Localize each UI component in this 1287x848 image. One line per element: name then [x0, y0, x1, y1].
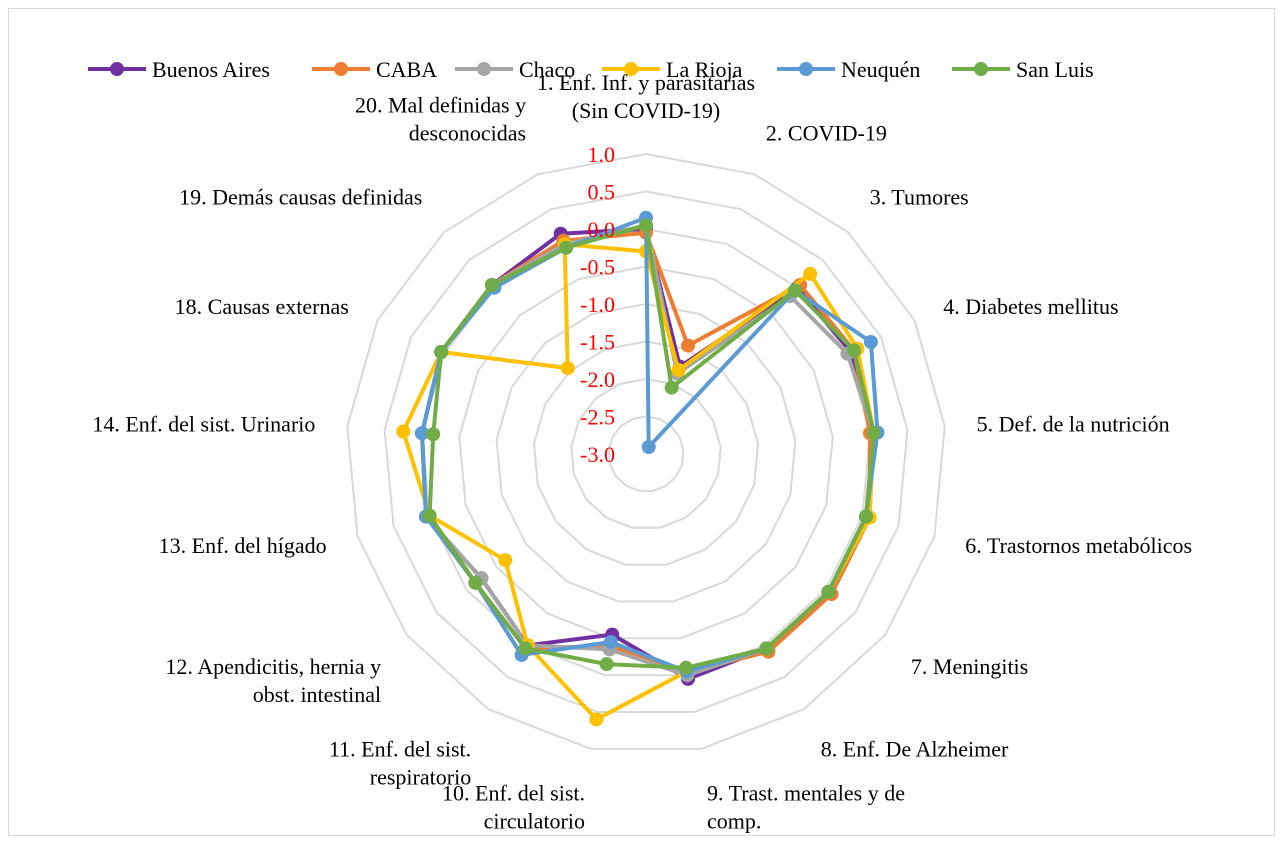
data-point	[434, 345, 449, 359]
category-label: 12. Apendicitis, hernia y obst. intestina…	[165, 654, 381, 707]
chart-frame	[8, 8, 1275, 836]
series-san-luis	[422, 218, 881, 675]
series-line	[401, 242, 876, 722]
tick-label: 0.5	[588, 180, 616, 205]
legend: Buenos Aires CABA Chaco La Rioja Neuquén San …	[88, 57, 1094, 82]
data-point	[788, 283, 803, 298]
category-label: 11. Enf. del sist. respiratorio	[329, 736, 471, 789]
series-layer	[396, 210, 885, 727]
data-point	[426, 427, 441, 442]
grid-ring	[607, 415, 685, 492]
legend-label: Neuquén	[841, 57, 920, 82]
data-point	[589, 712, 604, 727]
legend-marker	[974, 62, 988, 76]
legend-label: La Rioja	[666, 57, 743, 82]
data-point	[559, 240, 574, 255]
tick-labels: 1.0 0.5 0.0 -0.5 -1.0 -1.5 -2.0 -2.5 -3.0	[580, 142, 615, 467]
radar-grid	[346, 152, 946, 750]
legend-label: CABA	[376, 57, 437, 82]
data-point	[859, 509, 873, 524]
legend-marker	[799, 62, 813, 76]
category-label: 2. COVID-19	[766, 120, 887, 145]
category-label: 6. Trastornos metabólicos	[965, 533, 1192, 558]
data-point	[679, 660, 693, 675]
data-point	[603, 635, 618, 649]
legend-marker	[110, 62, 124, 76]
category-label: 10. Enf. del sist. circulatorio	[442, 780, 585, 833]
legend-item: La Rioja	[602, 57, 743, 82]
category-labels: 1. Enf. Inf. y parasitarias (Sin COVID-19…	[92, 70, 1192, 833]
legend-marker	[334, 62, 348, 76]
tick-label: 1.0	[588, 142, 616, 167]
tick-label: 0.0	[588, 217, 616, 242]
category-label: 14. Enf. del sist. Urinario	[92, 411, 315, 436]
category-label: 5. Def. de la nutrición	[977, 411, 1170, 436]
legend-label: Chaco	[519, 57, 575, 82]
data-point	[664, 380, 679, 395]
category-label: 18. Causas externas	[175, 294, 349, 319]
data-point	[396, 424, 411, 439]
legend-item: CABA	[312, 57, 437, 82]
tick-label: -2.0	[580, 367, 615, 392]
tick-label: -3.0	[580, 442, 615, 467]
data-point	[639, 218, 653, 233]
grid-ring	[570, 377, 722, 529]
data-point	[468, 575, 483, 590]
grid-ring	[458, 265, 834, 640]
data-point	[484, 278, 499, 292]
legend-marker	[477, 62, 491, 76]
grid-ring	[495, 302, 797, 603]
data-point	[422, 508, 437, 523]
data-point	[560, 361, 575, 376]
data-point	[681, 338, 695, 353]
data-point	[498, 553, 513, 568]
category-label: 3. Tumores	[870, 185, 969, 210]
data-point	[641, 440, 656, 454]
data-point	[759, 641, 774, 656]
legend-item: Neuquén	[777, 57, 920, 82]
category-label: 4. Diabetes mellitus	[943, 294, 1118, 319]
tick-label: -1.5	[580, 330, 615, 355]
category-label: 1. Enf. Inf. y parasitarias (Sin COVID-19…	[537, 70, 755, 123]
legend-label: San Luis	[1016, 57, 1094, 82]
category-label: 20. Mal definidas y desconocidas	[355, 92, 526, 145]
category-label: 7. Meningitis	[911, 654, 1028, 679]
data-point	[847, 343, 862, 358]
data-point	[518, 641, 533, 656]
tick-label: -2.5	[580, 405, 615, 430]
series-line	[427, 223, 876, 670]
category-label: 8. Enf. De Alzheimer	[821, 736, 1009, 761]
data-point	[803, 266, 818, 281]
data-point	[415, 426, 429, 441]
data-point	[671, 363, 686, 378]
tick-label: -0.5	[580, 255, 615, 280]
legend-marker	[624, 62, 638, 76]
category-label: 19. Demás causas definidas	[179, 185, 422, 210]
data-point	[599, 657, 614, 672]
data-point	[863, 335, 878, 349]
category-label: 13. Enf. del hígado	[159, 533, 327, 558]
tick-label: -1.0	[580, 292, 615, 317]
grid-ring	[383, 190, 909, 713]
grid-ring	[346, 152, 946, 750]
legend-item: Chaco	[455, 57, 575, 82]
legend-label: Buenos Aires	[152, 57, 270, 82]
category-label: 9. Trast. mentales y de comp.	[707, 780, 905, 833]
legend-item: Buenos Aires	[88, 57, 270, 82]
legend-item: San Luis	[952, 57, 1094, 82]
data-point	[866, 425, 881, 440]
grid-ring	[532, 340, 760, 566]
data-point	[821, 584, 836, 599]
